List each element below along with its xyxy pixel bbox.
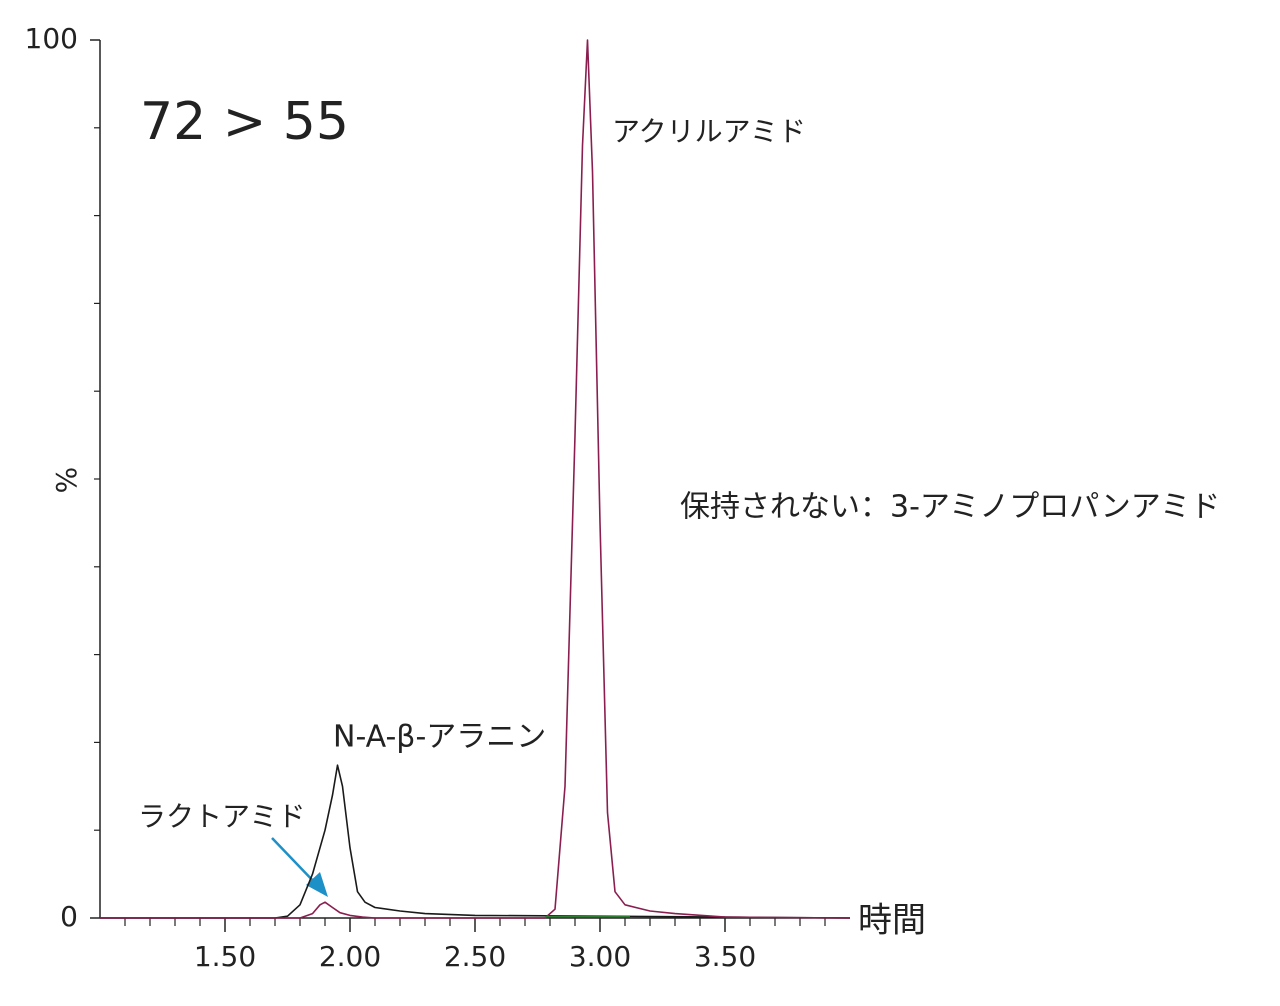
annotation: ラクトアミド xyxy=(138,800,305,833)
x-tick-label: 3.50 xyxy=(694,940,756,973)
x-tick-label: 3.00 xyxy=(569,940,631,973)
y-tick-label: 0 xyxy=(60,900,78,933)
y-axis-label: % xyxy=(50,467,83,494)
annotation: N-A-β-アラニン xyxy=(333,720,546,755)
annotation: 保持されない：3-アミノプロパンアミド xyxy=(680,490,1220,525)
annotation: 72 > 55 xyxy=(140,92,349,152)
series-line xyxy=(100,764,851,919)
x-tick-label: 2.00 xyxy=(319,940,381,973)
y-tick-label: 100 xyxy=(25,22,78,55)
annotation: アクリルアミド xyxy=(612,115,806,148)
x-tick-label: 2.50 xyxy=(444,940,506,973)
arrow-head xyxy=(306,872,328,897)
series-line xyxy=(100,39,851,919)
x-tick-label: 1.50 xyxy=(194,940,256,973)
x-axis-label: 時間 xyxy=(858,901,926,941)
